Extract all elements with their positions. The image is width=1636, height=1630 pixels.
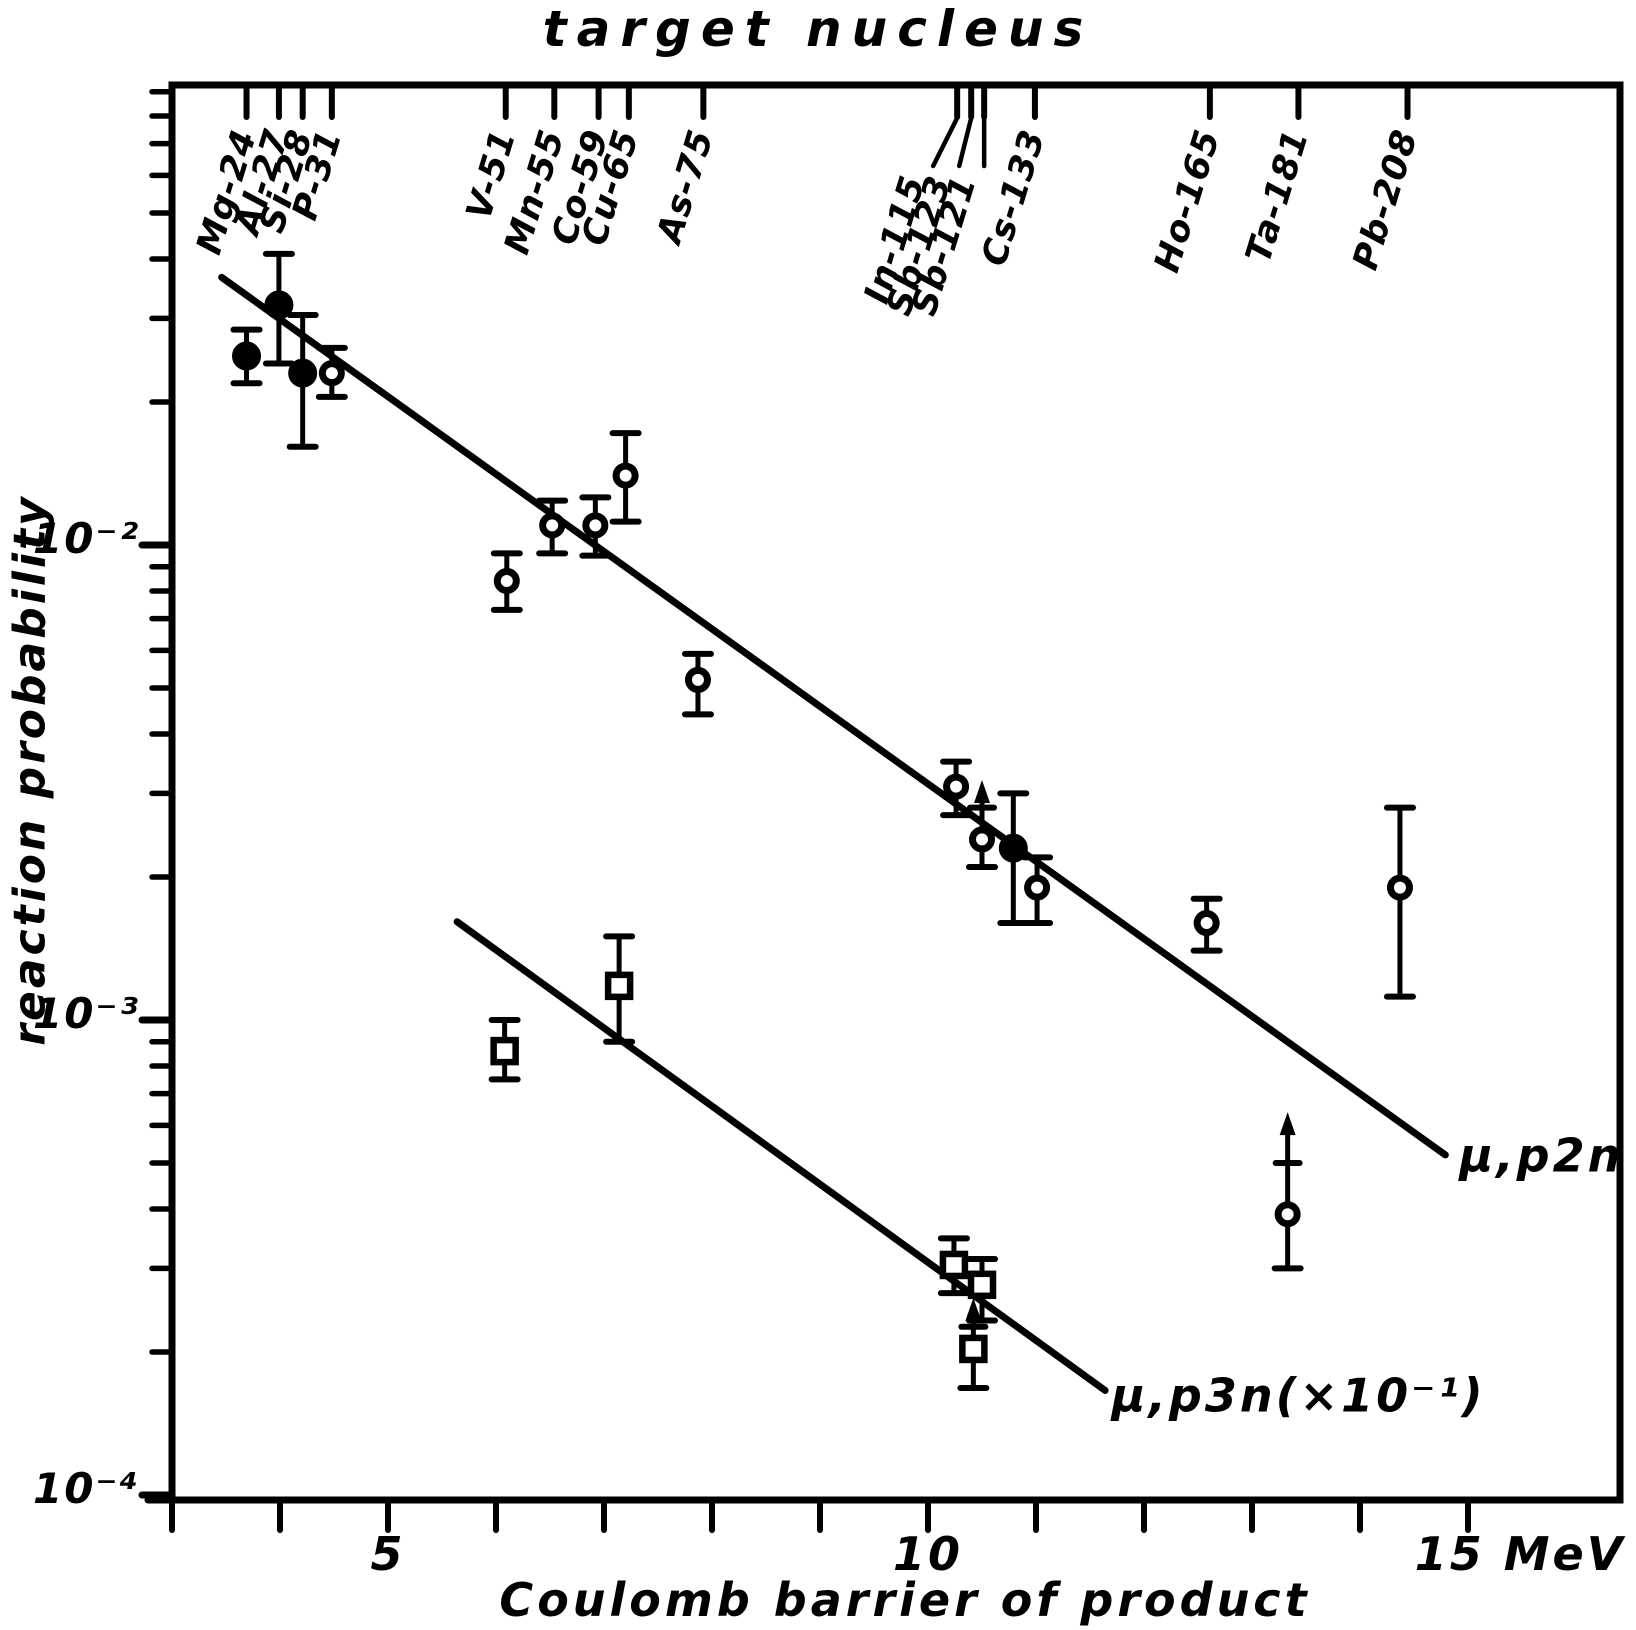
- marker-open-circle: [684, 666, 711, 693]
- marker-open-square: [967, 1270, 997, 1300]
- data-point-P-31: [315, 344, 348, 400]
- leader-line: [956, 115, 974, 169]
- series-p3n: μ,p3n(×10⁻¹): [453, 918, 1486, 1422]
- data-point-Sb-123: [957, 1297, 990, 1391]
- nucleus-label: Ta-181: [1239, 125, 1317, 268]
- marker-open-circle: [493, 567, 520, 594]
- data-point-Cu-65: [609, 430, 642, 525]
- x-tick-label: 10: [893, 1527, 963, 1581]
- x-axis-ticks: [169, 1497, 1471, 1533]
- data-point-Cs-133: [1021, 854, 1054, 927]
- data-point-Co-59: [579, 494, 612, 559]
- data-point-Mn-55: [536, 497, 569, 557]
- limit-arrow-head: [1279, 1112, 1296, 1136]
- limit-arrow-head: [974, 780, 990, 804]
- y-axis-ticks: [138, 88, 176, 1499]
- marker-open-square: [959, 1334, 988, 1364]
- top-axis-title: target nucleus: [542, 0, 1094, 58]
- y-tick-label: 10⁻³: [33, 989, 140, 1038]
- limit-arrow-head: [965, 1297, 982, 1321]
- marker-filled-circle: [288, 358, 318, 388]
- marker-filled-circle: [232, 341, 262, 371]
- fit-line: [218, 273, 1449, 1159]
- data-point-In-115: [937, 1235, 970, 1297]
- x-axis-title: Coulomb barrier of product: [499, 1573, 1311, 1627]
- marker-open-square: [604, 971, 634, 1001]
- marker-open-circle: [318, 360, 345, 387]
- marker-open-circle: [1386, 874, 1413, 901]
- marker-open-circle: [582, 512, 609, 539]
- data-point-Sb-123: [966, 780, 998, 870]
- data-point-Cu-65: [603, 933, 636, 1045]
- leader-line: [930, 115, 960, 169]
- chart-root: 10⁻² 10⁻³ 10⁻⁴ 5 10 15 MeV Mg-24Al-27Si-28P-31…: [33, 81, 1626, 1581]
- data-point-Ho-165: [1190, 895, 1223, 954]
- x-tick-label: 5: [370, 1527, 405, 1581]
- nucleus-label: Ho-165: [1147, 125, 1228, 277]
- marker-open-square: [490, 1036, 519, 1066]
- x-tick-label: 15 MeV: [1415, 1527, 1626, 1581]
- data-point-Mg-24: [230, 326, 263, 387]
- nucleus-label: Pb-208: [1346, 125, 1426, 275]
- data-point-Ta-181: [1271, 1112, 1304, 1272]
- series-label: μ,p2n: [1457, 1128, 1623, 1182]
- data-point-Sb-121: [966, 1255, 998, 1324]
- marker-filled-circle: [998, 833, 1028, 863]
- marker-open-circle: [612, 462, 639, 489]
- y-tick-label: 10⁻⁴: [33, 1464, 140, 1513]
- y-tick-label: 10⁻²: [33, 514, 140, 563]
- marker-open-circle: [539, 512, 566, 539]
- fit-line: [453, 918, 1109, 1394]
- data-point-As-75: [681, 650, 714, 718]
- data-point-Si-28: [286, 311, 319, 450]
- series-label: μ,p3n(×10⁻¹): [1110, 1368, 1486, 1422]
- marker-open-circle: [1024, 874, 1051, 901]
- data-point-In-115: [940, 758, 973, 819]
- marker-open-circle: [1193, 910, 1220, 937]
- data-point-V-51: [490, 550, 523, 613]
- nucleus-label: As-75: [649, 125, 722, 251]
- marker-filled-circle: [264, 290, 294, 320]
- series-p2n: μ,p2n: [218, 250, 1623, 1272]
- marker-open-square: [939, 1250, 969, 1280]
- marker-open-circle: [943, 773, 970, 800]
- marker-open-circle: [1274, 1201, 1301, 1228]
- data-point-Pb-208: [1383, 804, 1416, 1000]
- data-point-Al-27: [262, 250, 295, 367]
- data-point-V-51: [488, 1017, 521, 1083]
- marker-open-circle: [969, 826, 995, 853]
